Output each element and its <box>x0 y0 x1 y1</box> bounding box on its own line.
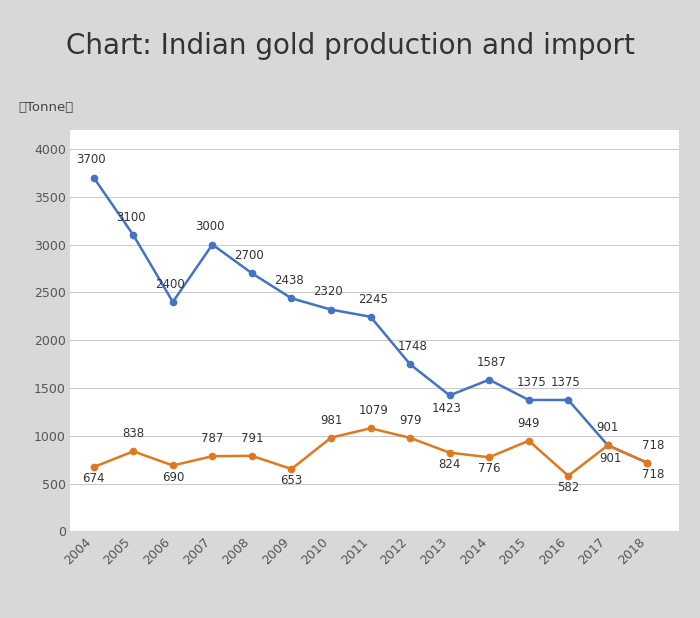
Text: 690: 690 <box>162 470 184 483</box>
Text: （Tonne）: （Tonne） <box>18 101 74 114</box>
Text: 1079: 1079 <box>358 404 389 417</box>
Text: 776: 776 <box>478 462 500 475</box>
Text: 1375: 1375 <box>517 376 547 389</box>
Text: 2245: 2245 <box>358 293 389 306</box>
Text: 791: 791 <box>241 432 263 445</box>
Text: 981: 981 <box>320 413 342 426</box>
Text: 949: 949 <box>517 417 540 430</box>
Text: 2400: 2400 <box>155 278 185 291</box>
Text: 1375: 1375 <box>551 376 580 389</box>
Text: 3000: 3000 <box>195 221 224 234</box>
Text: 1748: 1748 <box>398 340 428 353</box>
Text: 718: 718 <box>642 468 664 481</box>
Text: 674: 674 <box>83 472 105 485</box>
Text: 2320: 2320 <box>314 286 343 298</box>
Text: 979: 979 <box>399 413 421 427</box>
Text: 838: 838 <box>122 427 144 440</box>
Legend: Production, Import: Production, Import <box>261 614 488 618</box>
Text: 3100: 3100 <box>116 211 146 224</box>
Text: 901: 901 <box>599 452 622 465</box>
Text: 1423: 1423 <box>432 402 462 415</box>
Text: 2438: 2438 <box>274 274 304 287</box>
Text: Chart: Indian gold production and import: Chart: Indian gold production and import <box>66 32 634 61</box>
Text: 3700: 3700 <box>76 153 106 166</box>
Text: 2700: 2700 <box>234 249 264 262</box>
Text: 787: 787 <box>201 432 223 445</box>
Text: 718: 718 <box>642 439 664 452</box>
Text: 1587: 1587 <box>477 355 507 368</box>
Text: 582: 582 <box>557 481 580 494</box>
Text: 653: 653 <box>280 474 302 487</box>
Text: 901: 901 <box>596 421 619 434</box>
Text: 824: 824 <box>438 458 461 471</box>
